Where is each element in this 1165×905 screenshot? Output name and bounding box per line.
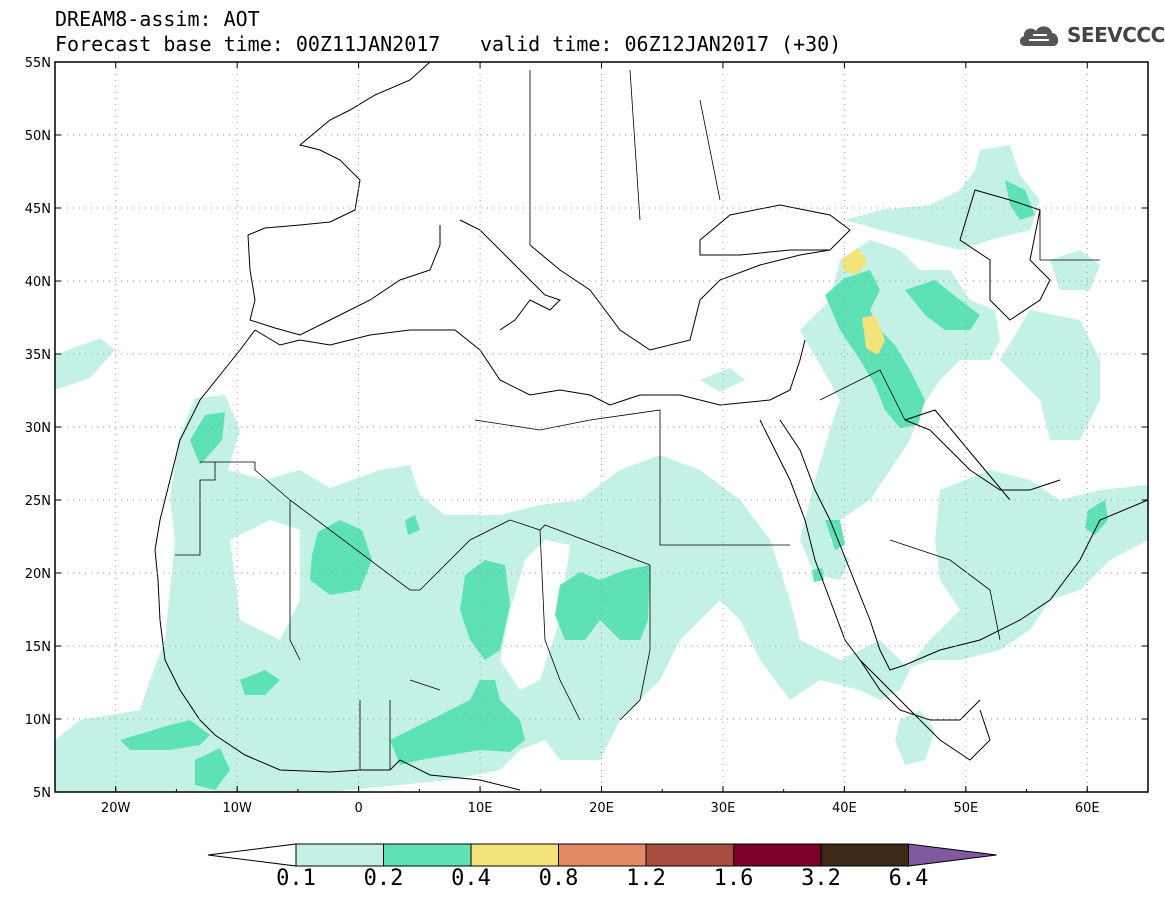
colorbar-over-triangle	[908, 843, 997, 867]
lon-label: 10E	[468, 801, 493, 816]
lat-label: 50N	[25, 129, 51, 144]
lat-label: 45N	[25, 202, 51, 217]
lat-label: 30N	[25, 421, 51, 436]
latitude-labels: 55N 50N 45N 40N 35N 30N 25N 20N 15N 10N 5N	[25, 56, 51, 801]
lon-label: 20W	[101, 801, 131, 816]
lat-label: 25N	[25, 494, 51, 509]
map-title: DREAM8-assim: AOT	[55, 7, 260, 31]
seevccc-logo: SEEVCCC	[1017, 22, 1165, 48]
colorbar-segment	[733, 843, 822, 867]
colorbar-segment	[470, 843, 559, 867]
colorbar-label: 0.1	[276, 866, 316, 891]
longitude-labels: 20W 10W 0 10E 20E 30E 40E 50E 60E	[101, 801, 1100, 816]
lon-label: 30E	[711, 801, 736, 816]
colorbar-segment	[383, 843, 472, 867]
colorbar-label: 0.4	[451, 866, 491, 891]
lat-label: 10N	[25, 713, 51, 728]
lat-label: 15N	[25, 640, 51, 655]
colorbar-segment	[295, 843, 384, 867]
colorbar-segment	[645, 843, 734, 867]
lon-label: 40E	[832, 801, 857, 816]
lon-label: 20E	[589, 801, 614, 816]
lat-label: 5N	[33, 786, 51, 801]
colorbar-label: 6.4	[888, 866, 929, 891]
valid-time: valid time: 06Z12JAN2017 (+30)	[480, 32, 842, 56]
forecast-base-time: Forecast base time: 00Z11JAN2017	[55, 32, 441, 56]
country-borders	[175, 69, 1100, 770]
lon-label: 0	[354, 801, 362, 816]
lat-label: 35N	[25, 348, 51, 363]
lon-label: 60E	[1075, 801, 1100, 816]
colorbar-label: 3.2	[801, 866, 841, 891]
coastlines	[154, 62, 1148, 791]
axis-ticks	[54, 61, 1149, 793]
colorbar-label: 0.8	[538, 866, 579, 891]
colorbar-segment	[820, 843, 909, 867]
colorbar-label: 0.2	[363, 866, 404, 891]
logo-text: SEEVCCC	[1067, 23, 1165, 47]
lon-label: 50E	[953, 801, 978, 816]
colorbar	[207, 843, 997, 867]
grid-lines	[55, 62, 1148, 792]
colorbar-under-triangle	[207, 843, 297, 867]
lat-label: 40N	[25, 275, 51, 290]
lon-label: 10W	[222, 801, 252, 816]
aot-level-0.4	[843, 248, 885, 355]
colorbar-label: 1.2	[626, 866, 666, 891]
colorbar-label: 1.6	[713, 866, 754, 891]
colorbar-segment	[558, 843, 647, 867]
lat-label: 55N	[25, 56, 51, 71]
cloud-icon	[1019, 26, 1059, 46]
lat-label: 20N	[25, 567, 51, 582]
